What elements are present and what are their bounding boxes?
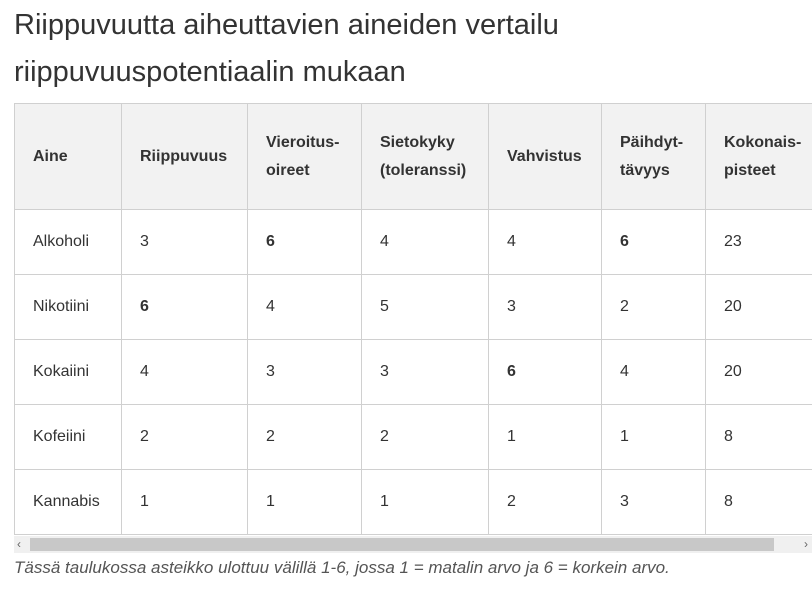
cell: 1 xyxy=(247,469,362,535)
cell: 1 xyxy=(488,404,602,470)
cell: 8 xyxy=(705,404,812,470)
header-cell: Sietokyky (toleranssi) xyxy=(361,103,489,210)
cell: 2 xyxy=(488,469,602,535)
table-container: Aine Riippuvuus Vieroitus-oireet Sietoky… xyxy=(14,103,812,553)
cell: 4 xyxy=(361,209,489,275)
row: Kannabis 1 1 1 2 3 8 xyxy=(14,469,812,535)
cell: 5 xyxy=(361,274,489,340)
cell: 2 xyxy=(247,404,362,470)
caption: Tässä taulukossa asteikko ulottuu välill… xyxy=(14,558,670,577)
cell: 3 xyxy=(121,209,248,275)
cell: 1 xyxy=(121,469,248,535)
header-row: Aine Riippuvuus Vieroitus-oireet Sietoky… xyxy=(14,103,812,210)
scroll-left[interactable]: ‹ xyxy=(17,537,21,551)
row: Kofeiini 2 2 2 1 1 8 xyxy=(14,404,812,470)
cell: Nikotiini xyxy=(14,274,122,340)
cell: 4 xyxy=(601,339,706,405)
row: Alkoholi 3 6 4 4 6 23 xyxy=(14,209,812,275)
cell: 4 xyxy=(488,209,602,275)
cell: 6 xyxy=(121,274,248,340)
cell: 3 xyxy=(247,339,362,405)
cell: Alkoholi xyxy=(14,209,122,275)
cell: 4 xyxy=(247,274,362,340)
cell: 8 xyxy=(705,469,812,535)
row: Nikotiini 6 4 5 3 2 20 xyxy=(14,274,812,340)
cell: 6 xyxy=(247,209,362,275)
cell: 6 xyxy=(488,339,602,405)
table: Aine Riippuvuus Vieroitus-oireet Sietoky… xyxy=(14,103,812,535)
header-cell: Aine xyxy=(14,103,122,210)
cell: 20 xyxy=(705,274,812,340)
cell: 4 xyxy=(121,339,248,405)
header-cell: Vahvistus xyxy=(488,103,602,210)
cell: 23 xyxy=(705,209,812,275)
cell: 6 xyxy=(601,209,706,275)
header-cell: Päihdyt-tävyys xyxy=(601,103,706,210)
cell: Kannabis xyxy=(14,469,122,535)
title: Riippuvuutta aiheuttavien aineiden verta… xyxy=(14,9,559,88)
cell: Kofeiini xyxy=(14,404,122,470)
cell: 1 xyxy=(361,469,489,535)
header-cell: Vieroitus-oireet xyxy=(247,103,362,210)
cell: 3 xyxy=(601,469,706,535)
cell: Kokaiini xyxy=(14,339,122,405)
cell: 20 xyxy=(705,339,812,405)
cell: 1 xyxy=(601,404,706,470)
scroll-right[interactable]: › xyxy=(804,537,808,551)
cell: 3 xyxy=(488,274,602,340)
cell: 3 xyxy=(361,339,489,405)
header-cell: Kokonais-pisteet xyxy=(705,103,812,210)
header-cell: Riippuvuus xyxy=(121,103,248,210)
scrollbar[interactable]: ‹ › xyxy=(14,536,812,553)
cell: 2 xyxy=(121,404,248,470)
cell: 2 xyxy=(361,404,489,470)
scroll-thumb[interactable] xyxy=(30,538,774,551)
cell: 2 xyxy=(601,274,706,340)
row: Kokaiini 4 3 3 6 4 20 xyxy=(14,339,812,405)
